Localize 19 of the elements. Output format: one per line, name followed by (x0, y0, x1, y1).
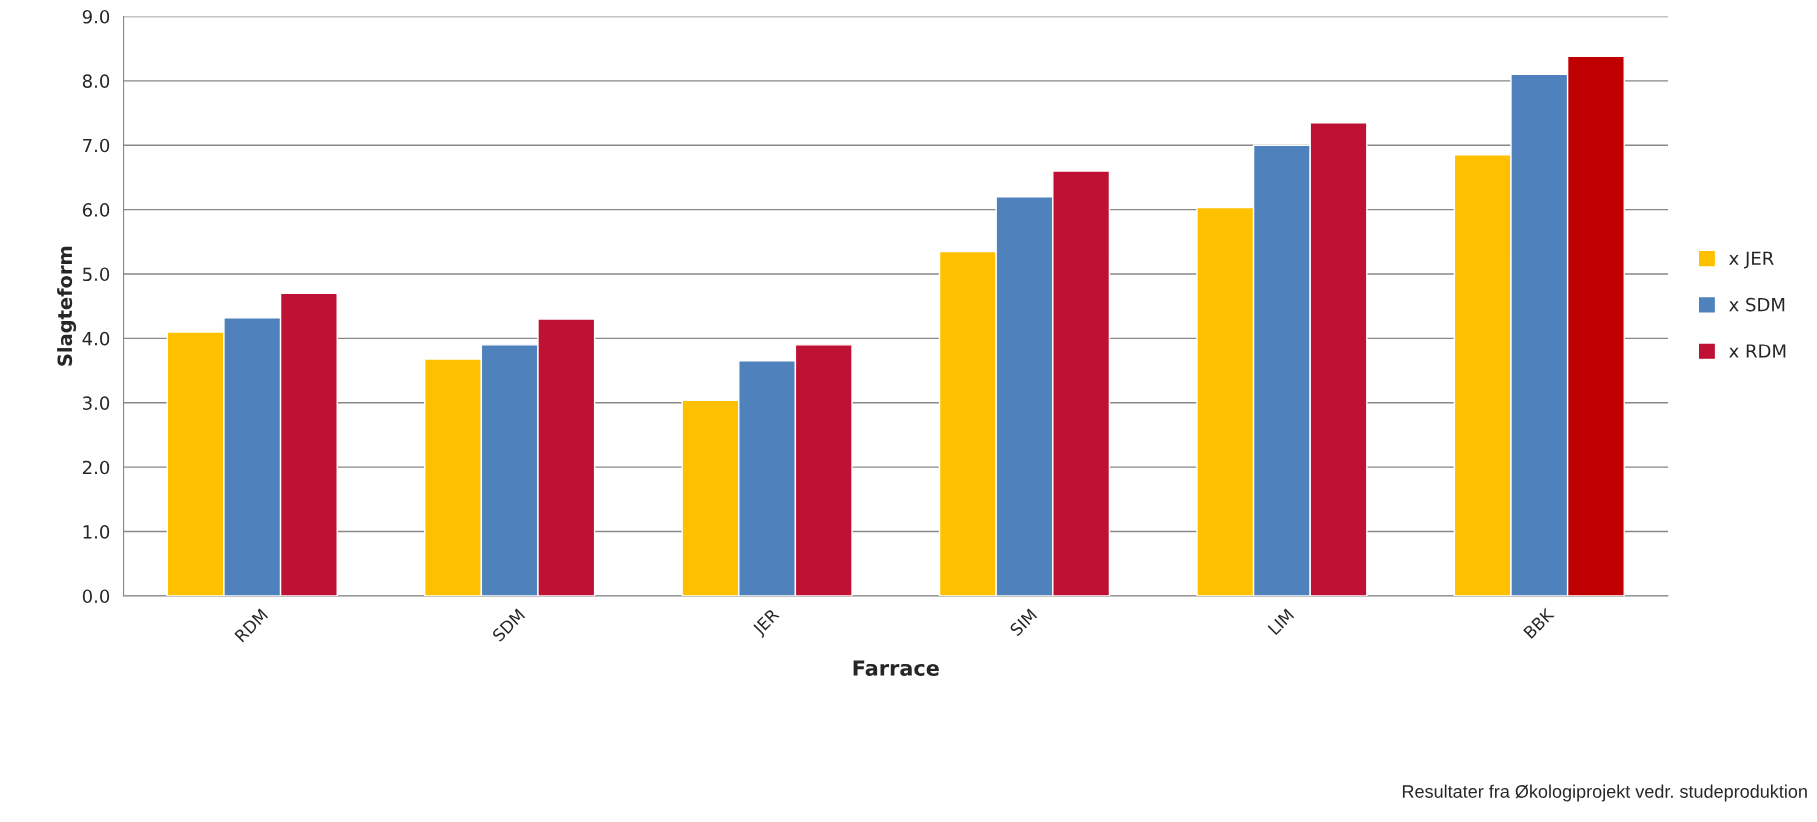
x-tick-label: LIM (1267, 608, 1295, 636)
y-tick-label: 1.0 (83, 525, 110, 539)
y-tick-label: 5.0 (83, 267, 110, 282)
legend-label: x RDM (1729, 344, 1786, 358)
y-tick-label: 7.0 (83, 138, 110, 153)
y-tick-label: 6.0 (82, 203, 110, 217)
y-tick-label: 2.0 (82, 460, 110, 475)
y-tick-label: 0.0 (82, 589, 110, 604)
legend-label: x SDM (1729, 297, 1785, 312)
y-tick-label: 4.0 (82, 331, 110, 346)
text: Resultater fra Økologiprojekt vedr. studeproduktion (1402, 784, 1807, 802)
y-tick-label: 3.0 (83, 396, 110, 410)
y-tick-label: 9.0 (82, 9, 110, 24)
y-tick-label: 8.0 (82, 74, 110, 88)
x-axis-title: Farrace (853, 660, 939, 676)
y-axis-title: Slagteform (57, 246, 77, 366)
x-tick-label: SIM (1009, 608, 1038, 637)
x-tick-label: JER (751, 607, 782, 639)
legend-label: x JER (1729, 251, 1774, 269)
